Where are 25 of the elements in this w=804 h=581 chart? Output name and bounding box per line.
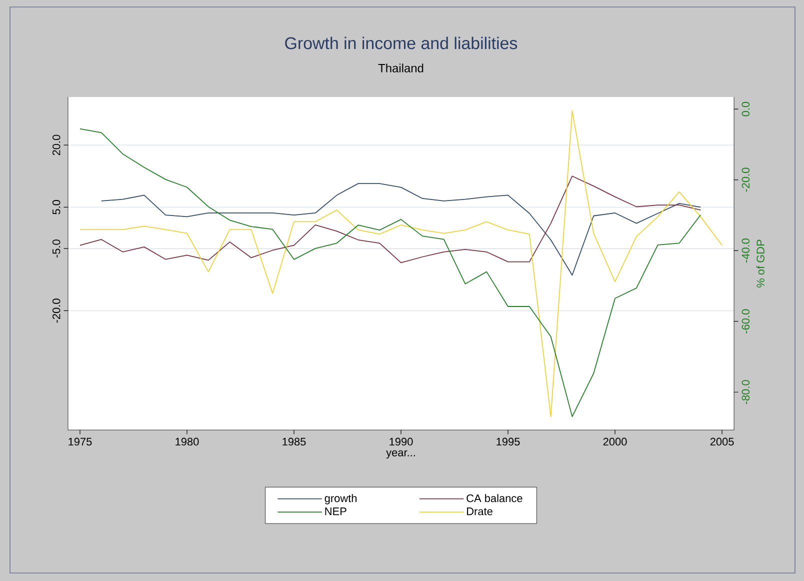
- y2-tick-label: -20.0: [742, 168, 750, 192]
- y2-tick-label: 0.0: [742, 102, 750, 116]
- y-tick-label: 5.0: [52, 200, 60, 214]
- legend-label: CA balance: [466, 494, 522, 502]
- y2-tick-label: -40.0: [742, 238, 750, 263]
- x-tick-label: 2005: [710, 438, 734, 446]
- x-tick-label: 1985: [282, 438, 306, 446]
- legend-label: NEP: [325, 508, 346, 516]
- x-tick-label: 1975: [68, 438, 92, 446]
- y2-tick-label: -80.0: [742, 380, 750, 404]
- x-tick-label: 1990: [390, 438, 413, 446]
- x-tick-label: 1980: [176, 438, 199, 446]
- y2-tick-label: -60.0: [742, 309, 750, 334]
- y-tick-label: 20.0: [52, 134, 60, 156]
- y-tick-label: -5.0: [52, 240, 60, 258]
- x-tick-label: 1995: [496, 438, 520, 446]
- y2-axis-title: % of GDP: [756, 240, 764, 288]
- chart-subtitle: Thailand: [378, 64, 424, 72]
- x-axis-title: year...: [386, 450, 415, 459]
- x-tick-label: 2000: [603, 438, 627, 446]
- y-tick-label: -20.0: [52, 298, 60, 323]
- legend-label: Drate: [467, 508, 492, 516]
- line-series: [80, 176, 702, 264]
- legend-label: growth: [324, 494, 357, 504]
- chart-title: Growth in income and liabilities: [285, 36, 518, 50]
